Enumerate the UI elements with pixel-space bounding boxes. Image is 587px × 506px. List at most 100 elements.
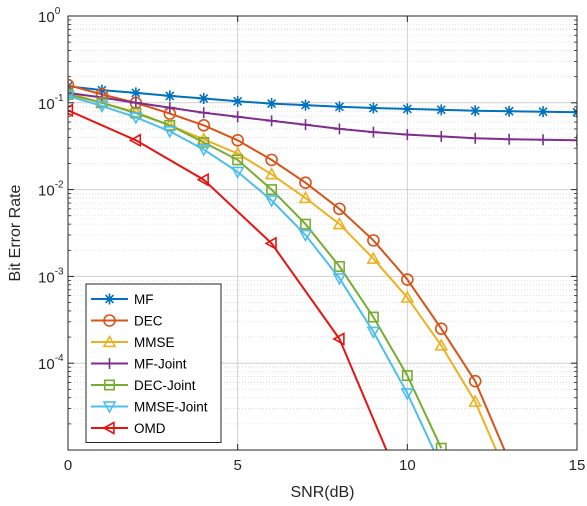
data-point-mmse	[366, 251, 381, 264]
data-point-dec	[367, 234, 380, 247]
legend-label: MMSE-Joint	[134, 400, 208, 415]
data-point-mf-joint	[503, 133, 515, 145]
legend-item-omd: OMD	[91, 421, 166, 436]
data-point-mmse-joint	[230, 166, 245, 180]
series-line-mmse-joint	[68, 94, 435, 450]
x-tick-label: 5	[233, 457, 241, 474]
data-point-dec	[299, 176, 312, 190]
data-point-mmse-joint	[129, 112, 143, 125]
data-point-mf-joint	[232, 111, 244, 123]
data-point-mf	[435, 104, 447, 116]
data-point-mf	[503, 105, 515, 117]
data-point-mf	[537, 106, 549, 118]
data-point-dec	[231, 133, 244, 147]
data-point-mf	[367, 102, 379, 114]
data-point-mmse	[332, 216, 347, 230]
data-point-dec	[401, 273, 414, 286]
data-point-omd	[264, 236, 277, 251]
data-point-mf-joint	[401, 129, 413, 141]
data-point-omd	[402, 494, 412, 505]
x-tick-label: 10	[399, 457, 416, 474]
data-point-mf	[469, 105, 481, 117]
x-axis-label: SNR(dB)	[290, 484, 354, 501]
legend-item-mf: MF	[91, 292, 154, 307]
series-mf	[68, 80, 577, 118]
series-omd	[68, 103, 412, 505]
data-point-mf	[130, 87, 142, 99]
data-point-mmse	[400, 290, 415, 303]
legend-marker	[104, 358, 115, 369]
data-point-mf-joint	[367, 126, 379, 138]
legend-marker	[102, 334, 117, 348]
data-point-mmse	[504, 475, 515, 485]
data-point-mf-joint	[333, 123, 345, 135]
data-point-mf	[96, 84, 108, 96]
data-point-mf-joint	[198, 107, 210, 119]
data-point-mf-joint	[164, 102, 176, 114]
data-point-dec	[68, 78, 75, 92]
legend-marker	[104, 293, 115, 305]
data-point-mmse	[468, 394, 483, 407]
series-line-mf-joint	[68, 91, 577, 142]
data-point-mf	[300, 99, 312, 111]
data-point-omd	[68, 103, 74, 118]
data-point-dec-joint	[164, 119, 176, 131]
data-point-mf-joint	[266, 115, 278, 127]
data-point-mmse	[434, 338, 449, 351]
legend-label: DEC-Joint	[134, 378, 196, 393]
data-point-mf	[232, 95, 244, 107]
plot-series	[68, 78, 577, 505]
x-tick-label: 0	[64, 457, 72, 474]
legend-item-mf-joint: MF-Joint	[91, 357, 187, 372]
data-point-omd	[128, 133, 142, 148]
data-point-mmse-joint	[332, 273, 347, 286]
data-point-mmse-joint	[366, 326, 381, 339]
legend-marker	[102, 401, 117, 414]
y-tick-label: 100	[38, 6, 61, 26]
y-tick-label: 10-4	[38, 353, 64, 373]
data-point-mmse-joint	[196, 144, 211, 157]
data-point-mf-joint	[537, 134, 549, 146]
x-tick-label: 15	[569, 457, 586, 474]
data-point-dec-joint	[435, 442, 447, 450]
data-point-mmse-joint	[95, 100, 109, 114]
legend-label: MF	[134, 292, 154, 307]
data-point-mmse	[298, 190, 313, 204]
legend-marker	[104, 379, 115, 391]
y-tick-label: 10-1	[38, 93, 64, 113]
data-point-mmse	[230, 146, 245, 159]
data-point-mmse	[196, 132, 211, 145]
legend-marker	[103, 314, 116, 327]
series-mmse-joint	[68, 90, 435, 450]
data-point-mmse-joint	[400, 388, 415, 401]
data-point-mf-joint	[469, 132, 481, 144]
data-point-mf	[266, 98, 278, 110]
data-point-mf	[164, 90, 176, 102]
y-tick-label: 10-2	[38, 180, 64, 200]
legend-label: MMSE	[134, 335, 175, 350]
data-point-omd	[196, 172, 209, 187]
data-point-mmse-joint	[264, 195, 279, 208]
legend-item-mmse-joint: MMSE-Joint	[91, 400, 208, 415]
legend-label: MF-Joint	[134, 357, 187, 372]
data-point-mf-joint	[571, 134, 577, 146]
data-point-dec	[434, 322, 448, 335]
legend-label: OMD	[134, 421, 166, 436]
plot-frame	[67, 15, 578, 451]
series-line-omd	[68, 109, 388, 450]
data-point-mf-joint	[435, 130, 447, 142]
data-point-mf	[333, 101, 345, 113]
y-tick-label: 10-3	[38, 266, 64, 286]
legend-label: DEC	[134, 314, 163, 329]
legend-marker	[102, 421, 115, 435]
data-point-mf	[401, 103, 413, 115]
legend: MF DEC MMSE MF-Joint DEC-Joint MMSE-Joint OMD	[85, 283, 222, 443]
series-line-mf	[68, 85, 577, 114]
data-point-dec-joint	[401, 370, 413, 382]
data-point-dec-joint	[333, 261, 345, 272]
axis-ticks	[67, 15, 578, 451]
data-point-omd	[332, 332, 345, 346]
data-point-mf-joint	[68, 87, 74, 99]
legend-item-dec-joint: DEC-Joint	[91, 378, 196, 393]
